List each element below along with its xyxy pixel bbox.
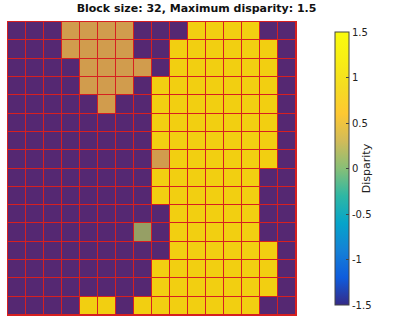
- svg-text:-0.5: -0.5: [352, 209, 372, 220]
- svg-text:Disparity: Disparity: [360, 143, 373, 193]
- svg-text:-1: -1: [352, 254, 362, 265]
- svg-text:1: 1: [352, 72, 358, 83]
- svg-text:0.5: 0.5: [352, 118, 368, 129]
- svg-text:-1.5: -1.5: [352, 300, 372, 311]
- svg-text:Block size: 32, Maximum dispar: Block size: 32, Maximum disparity: 1.5: [77, 2, 317, 15]
- svg-text:0: 0: [352, 163, 358, 174]
- svg-text:1.5: 1.5: [352, 27, 368, 38]
